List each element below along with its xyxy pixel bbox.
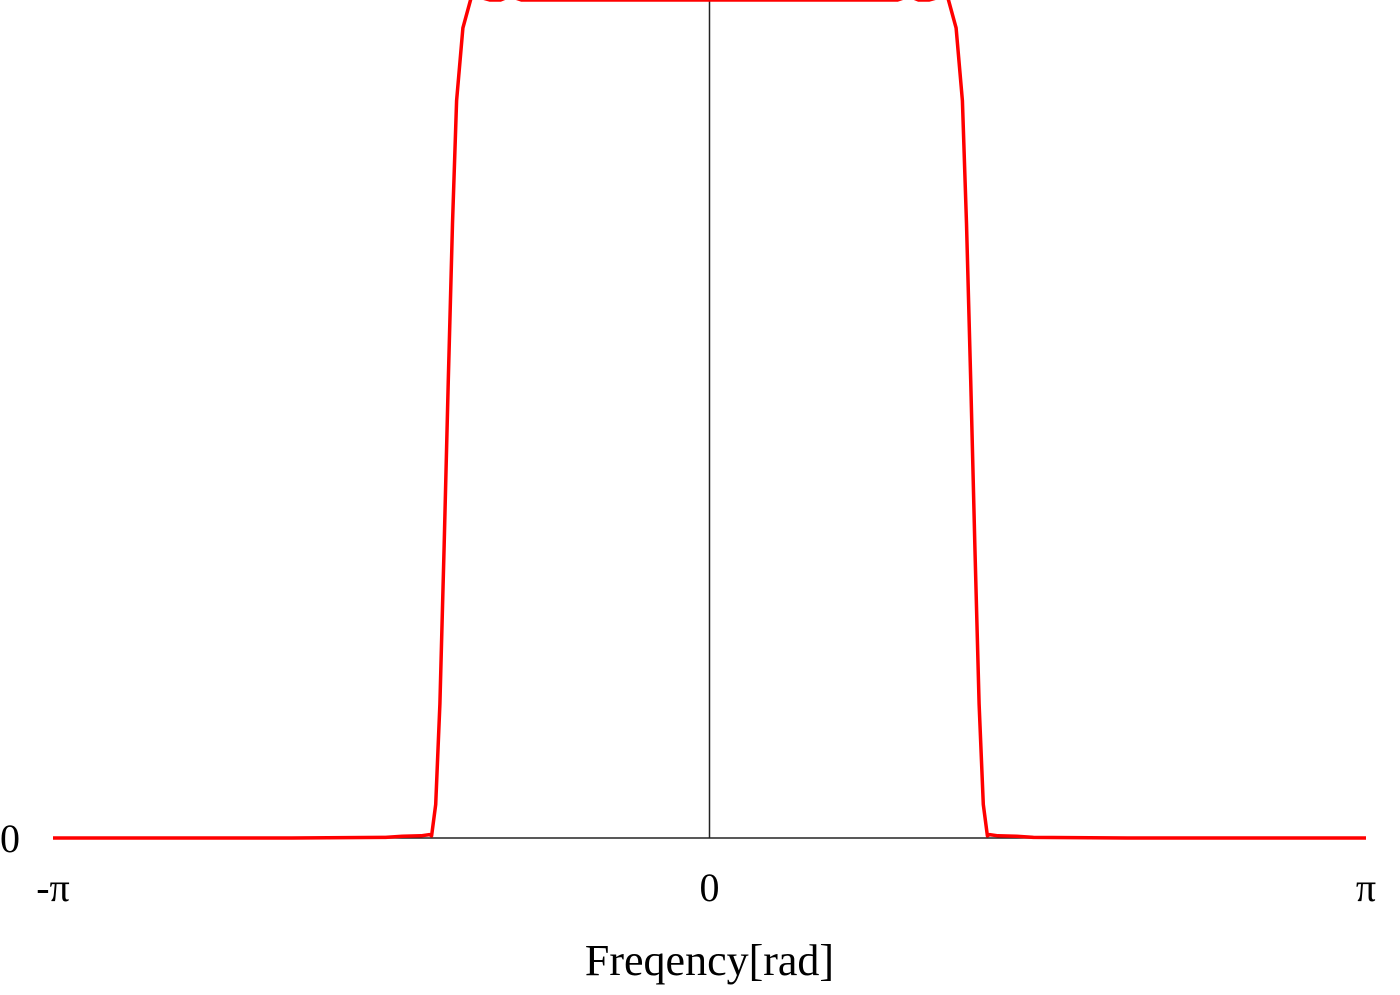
series-layer (53, 0, 1366, 840)
series-line-1 (53, 0, 1366, 840)
ticks-layer: -π 0 π 0 (0, 816, 1376, 910)
x-tick-label-3: π (1356, 865, 1376, 910)
x-tick-label-2: 0 (700, 865, 720, 910)
x-tick-label-1: -π (36, 865, 70, 910)
y-tick-label-1: 0 (0, 816, 20, 861)
x-axis-label: Freqency[rad] (585, 936, 834, 985)
